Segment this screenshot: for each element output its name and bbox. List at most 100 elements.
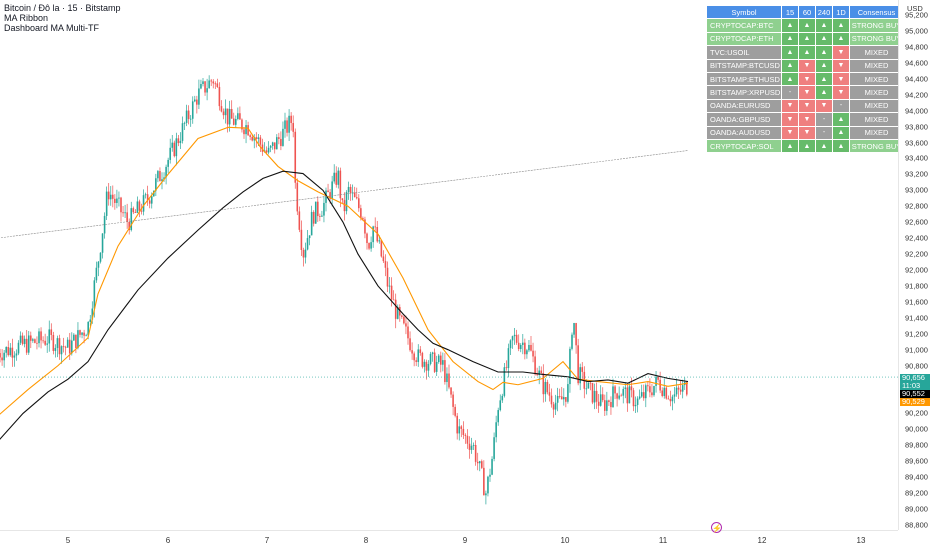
candle-body bbox=[595, 390, 598, 402]
candle-body bbox=[177, 138, 180, 144]
candle-body bbox=[81, 332, 83, 335]
signal-up-icon: ▲ bbox=[832, 112, 850, 127]
candle-body bbox=[390, 285, 393, 300]
candle-body bbox=[409, 338, 411, 351]
signal-up-icon: ▲ bbox=[815, 58, 833, 73]
dashboard-symbol[interactable]: BITSTAMP:XRPUSD bbox=[706, 85, 782, 100]
candle-body bbox=[618, 395, 620, 399]
candle-body bbox=[179, 140, 182, 144]
candle-body bbox=[261, 144, 264, 152]
dashboard-symbol[interactable]: CRYPTOCAP:BTC bbox=[706, 18, 782, 33]
price-tick-label: 91,000 bbox=[905, 345, 928, 355]
time-axis[interactable]: 5 6 7 8 9 10 11 12 13 bbox=[0, 530, 898, 551]
candle-body bbox=[118, 197, 120, 199]
candle-body bbox=[403, 316, 405, 324]
candle-body bbox=[540, 370, 543, 374]
dashboard-symbol[interactable]: OANDA:AUDUSD bbox=[706, 125, 782, 140]
candle-body bbox=[382, 256, 385, 262]
candle-body bbox=[522, 342, 524, 345]
candle-body bbox=[481, 461, 483, 468]
dashboard-row: CRYPTOCAP:BTC ▲ ▲ ▲ ▲ STRONG BUY bbox=[706, 18, 904, 33]
candle-body bbox=[519, 344, 522, 350]
dashboard-symbol[interactable]: BITSTAMP:BTCUSD bbox=[706, 58, 782, 73]
signal-down-icon: ▼ bbox=[798, 85, 816, 100]
candle-body bbox=[109, 194, 112, 200]
signal-up-icon: ▲ bbox=[815, 85, 833, 100]
ma-lines bbox=[0, 126, 898, 440]
candle-body bbox=[614, 386, 616, 394]
candle-body bbox=[489, 474, 491, 477]
dashboard-symbol[interactable]: OANDA:GBPUSD bbox=[706, 112, 782, 127]
consensus-value: MIXED bbox=[849, 125, 904, 140]
candle-body bbox=[630, 386, 633, 391]
candle-body bbox=[116, 198, 118, 203]
dashboard-symbol[interactable]: TVC:USOIL bbox=[706, 45, 782, 60]
candle-body bbox=[60, 346, 63, 355]
signal-up-icon: ▲ bbox=[798, 18, 816, 33]
price-tick-label: 93,800 bbox=[905, 122, 928, 132]
candle-body bbox=[446, 373, 448, 383]
candle-body bbox=[661, 390, 663, 396]
candle-body bbox=[458, 426, 461, 434]
candle-body bbox=[216, 83, 219, 87]
dashboard-row: CRYPTOCAP:SOL ▲ ▲ ▲ ▲ STRONG BUY bbox=[706, 138, 904, 154]
candle-body bbox=[347, 186, 350, 193]
indicator-dashboard[interactable]: Dashboard MA Multi-TF bbox=[4, 23, 100, 33]
candle-body bbox=[128, 221, 130, 231]
candle-body bbox=[501, 395, 504, 401]
candle-body bbox=[624, 387, 627, 389]
price-chart[interactable] bbox=[0, 0, 898, 530]
candle-body bbox=[628, 386, 631, 404]
candle-body bbox=[464, 434, 467, 436]
candle-body bbox=[597, 401, 600, 406]
signal-up-icon: ▲ bbox=[832, 31, 850, 47]
candle-body bbox=[647, 385, 649, 387]
lightning-icon[interactable]: ⚡ bbox=[711, 522, 722, 533]
candle-body bbox=[378, 240, 381, 242]
candle-body bbox=[532, 350, 534, 357]
candle-body bbox=[276, 137, 278, 150]
candle-body bbox=[54, 347, 57, 351]
candle-body bbox=[44, 340, 46, 345]
dashboard-symbol[interactable]: OANDA:EURUSD bbox=[706, 98, 782, 114]
candle-body bbox=[667, 398, 670, 400]
candle-body bbox=[189, 118, 192, 120]
signal-down-icon: ▼ bbox=[798, 125, 816, 140]
candle-body bbox=[13, 355, 16, 358]
candle-body bbox=[440, 355, 442, 365]
candle-body bbox=[134, 212, 137, 213]
candle-body bbox=[388, 285, 391, 287]
candle-body bbox=[454, 406, 456, 416]
price-tick-label: 92,400 bbox=[905, 233, 928, 243]
candle-body bbox=[191, 101, 194, 119]
candle-body bbox=[399, 306, 401, 316]
candle-body bbox=[376, 227, 379, 242]
dashboard-symbol[interactable]: CRYPTOCAP:ETH bbox=[706, 31, 782, 47]
candle-body bbox=[19, 335, 22, 343]
dashboard-row: BITSTAMP:XRPUSD - ▼ ▲ ▼ MIXED bbox=[706, 85, 904, 100]
header-15: 15 bbox=[781, 4, 799, 20]
candle-body bbox=[21, 335, 24, 345]
candle-body bbox=[56, 338, 59, 348]
signal-up-icon: ▲ bbox=[832, 18, 850, 33]
price-axis[interactable]: USD 88,800 89,000 89,200 89,400 89,600 89,800… bbox=[898, 0, 932, 530]
signal-up-icon: ▲ bbox=[832, 125, 850, 140]
candle-body bbox=[167, 159, 169, 167]
candle-body bbox=[470, 445, 473, 450]
candle-body bbox=[132, 208, 135, 213]
price-tick-label: 94,200 bbox=[905, 90, 928, 100]
indicator-ma-ribbon[interactable]: MA Ribbon bbox=[4, 13, 49, 23]
signal-down-icon: ▼ bbox=[798, 112, 816, 127]
candle-body bbox=[34, 339, 36, 343]
candle-body bbox=[485, 493, 487, 496]
candle-body bbox=[339, 170, 342, 199]
candle-body bbox=[349, 186, 352, 194]
price-tick-label: 89,600 bbox=[905, 456, 928, 466]
candle-body bbox=[62, 346, 65, 348]
dashboard-symbol[interactable]: BITSTAMP:ETHUSD bbox=[706, 71, 782, 87]
price-tick-label: 89,000 bbox=[905, 504, 928, 514]
candle-body bbox=[431, 352, 434, 354]
candle-body bbox=[202, 81, 204, 85]
dashboard-symbol[interactable]: CRYPTOCAP:SOL bbox=[706, 138, 782, 154]
price-tick-label: 91,200 bbox=[905, 329, 928, 339]
